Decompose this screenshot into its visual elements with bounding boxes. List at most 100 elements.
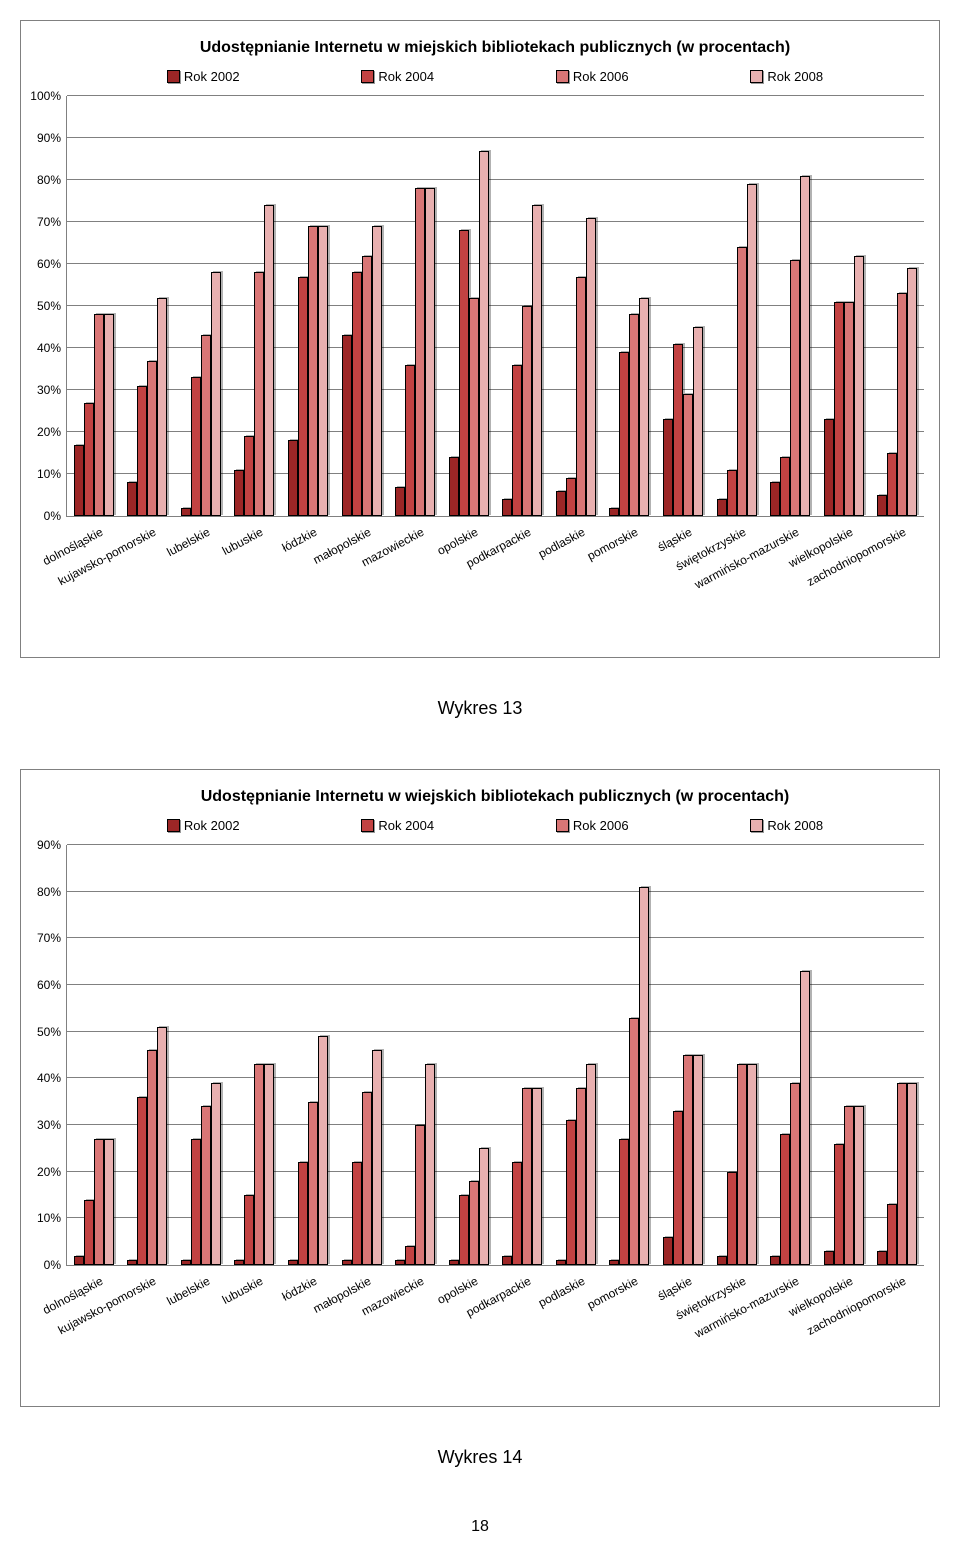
y-axis-label: 40% xyxy=(37,1071,67,1085)
bar xyxy=(84,1200,94,1265)
legend-label: Rok 2004 xyxy=(378,69,434,84)
bar xyxy=(147,1050,157,1265)
bar xyxy=(576,277,586,516)
bar xyxy=(854,1106,864,1265)
bar xyxy=(673,344,683,516)
chart-2-plot: 0%10%20%30%40%50%60%70%80%90%dolnośląski… xyxy=(66,845,924,1266)
bar-group: dolnośląskie xyxy=(67,96,121,516)
y-axis-label: 90% xyxy=(37,131,67,145)
bar xyxy=(586,218,596,516)
legend-item: Rok 2008 xyxy=(750,69,823,84)
bar xyxy=(254,272,264,516)
bar xyxy=(887,1204,897,1265)
bar-group: pomorskie xyxy=(603,96,657,516)
bar xyxy=(693,1055,703,1265)
y-axis-label: 50% xyxy=(37,1025,67,1039)
y-axis-label: 0% xyxy=(44,509,67,523)
bar xyxy=(877,495,887,516)
y-axis-label: 10% xyxy=(37,467,67,481)
bar xyxy=(234,1260,244,1265)
bar xyxy=(717,499,727,516)
y-axis-label: 30% xyxy=(37,1118,67,1132)
bar xyxy=(639,887,649,1265)
bar xyxy=(683,1055,693,1265)
legend-label: Rok 2008 xyxy=(767,818,823,833)
bar xyxy=(157,1027,167,1265)
chart-2-title: Udostępnianie Internetu w wiejskich bibl… xyxy=(66,788,924,806)
legend-item: Rok 2004 xyxy=(361,818,434,833)
bar xyxy=(201,335,211,516)
bar-group: mazowieckie xyxy=(388,845,442,1265)
bar xyxy=(147,361,157,516)
y-axis-label: 100% xyxy=(30,89,67,103)
bar xyxy=(211,272,221,516)
bar xyxy=(780,1134,790,1265)
bar xyxy=(556,491,566,516)
bar xyxy=(191,377,201,516)
bar-group: opolskie xyxy=(442,845,496,1265)
bar-group: podlaskie xyxy=(549,96,603,516)
bar-group: lubelskie xyxy=(174,96,228,516)
bar xyxy=(663,419,673,516)
bar xyxy=(405,1246,415,1265)
y-axis-label: 50% xyxy=(37,299,67,313)
bar xyxy=(586,1064,596,1265)
bar-group: mazowieckie xyxy=(388,96,442,516)
y-axis-label: 70% xyxy=(37,931,67,945)
bar xyxy=(780,457,790,516)
bar xyxy=(352,1162,362,1265)
bar xyxy=(800,176,810,516)
bar xyxy=(717,1256,727,1265)
bar xyxy=(352,272,362,516)
bar xyxy=(566,1120,576,1265)
bar xyxy=(512,1162,522,1265)
bar xyxy=(264,205,274,516)
bar xyxy=(362,1092,372,1265)
bar xyxy=(74,1256,84,1265)
bar-group: śląskie xyxy=(656,845,710,1265)
bar-group: małopolskie xyxy=(335,96,389,516)
bar xyxy=(425,188,435,516)
legend-swatch xyxy=(750,70,763,83)
bar xyxy=(298,1162,308,1265)
bar xyxy=(522,306,532,516)
bar-group: kujawsko-pomorskie xyxy=(121,96,175,516)
bar-group: podlaskie xyxy=(549,845,603,1265)
bar-group: zachodniopomorskie xyxy=(870,96,924,516)
bar xyxy=(469,1181,479,1265)
legend-swatch xyxy=(361,70,374,83)
bar xyxy=(532,205,542,516)
bar xyxy=(191,1139,201,1265)
bar xyxy=(425,1064,435,1265)
y-axis-label: 70% xyxy=(37,215,67,229)
bar xyxy=(234,470,244,516)
bar-group: lubuskie xyxy=(228,845,282,1265)
chart-1: Udostępnianie Internetu w miejskich bibl… xyxy=(20,20,940,658)
bar-group: łódzkie xyxy=(281,845,335,1265)
y-axis-label: 30% xyxy=(37,383,67,397)
bar xyxy=(673,1111,683,1265)
bar xyxy=(104,1139,114,1265)
bar xyxy=(790,1083,800,1265)
legend-label: Rok 2006 xyxy=(573,69,629,84)
bar xyxy=(415,1125,425,1265)
bar xyxy=(84,403,94,516)
bar xyxy=(629,1018,639,1265)
bar xyxy=(907,1083,917,1265)
bars-row: dolnośląskiekujawsko-pomorskielubelskiel… xyxy=(67,96,924,516)
bar xyxy=(609,508,619,516)
bar xyxy=(747,184,757,516)
chart-1-caption: Wykres 13 xyxy=(20,698,940,719)
legend-swatch xyxy=(556,70,569,83)
chart-2-legend: Rok 2002Rok 2004Rok 2006Rok 2008 xyxy=(106,818,884,833)
legend-item: Rok 2002 xyxy=(167,69,240,84)
bar-group: podkarpackie xyxy=(496,96,550,516)
bar-group: lubelskie xyxy=(174,845,228,1265)
bar xyxy=(790,260,800,516)
bar xyxy=(201,1106,211,1265)
bar xyxy=(824,1251,834,1265)
bar xyxy=(318,226,328,516)
bar xyxy=(318,1036,328,1265)
bars-row: dolnośląskiekujawsko-pomorskielubelskiel… xyxy=(67,845,924,1265)
bar xyxy=(181,1260,191,1265)
